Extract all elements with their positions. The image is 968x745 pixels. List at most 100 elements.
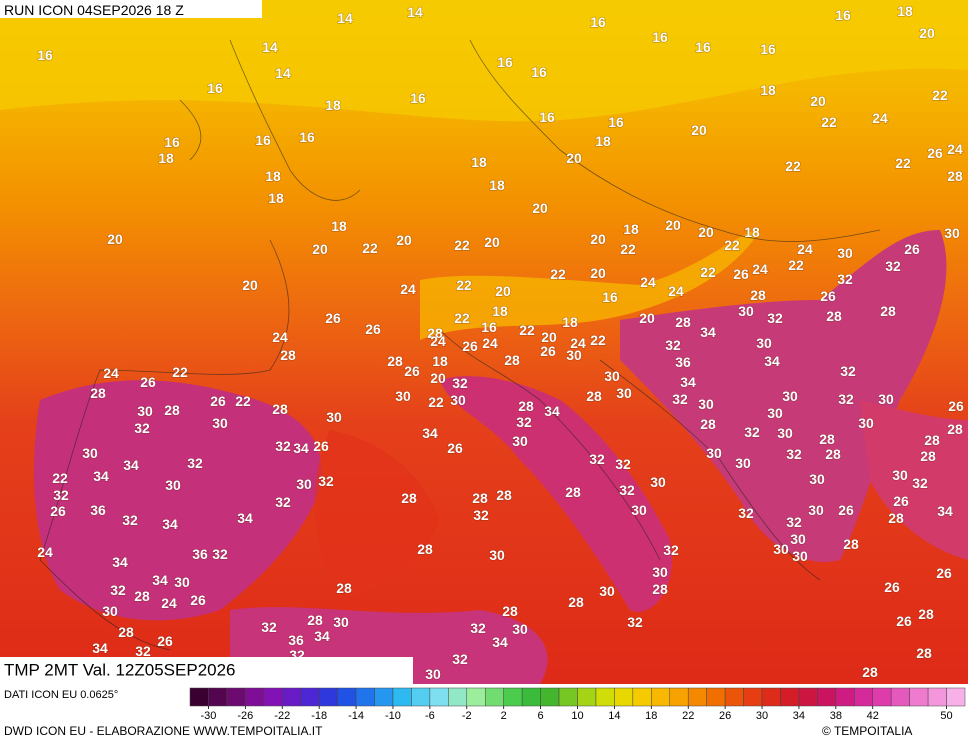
colorbar-box — [466, 687, 486, 707]
temperature-label: 28 — [700, 416, 716, 432]
colorbar-box — [614, 687, 634, 707]
temperature-label: 18 — [489, 177, 505, 193]
colorbar-box — [282, 687, 301, 707]
temperature-label: 34 — [937, 503, 953, 519]
temperature-label: 26 — [325, 310, 341, 326]
temperature-label: 30 — [604, 368, 620, 384]
temperature-label: 34 — [700, 324, 716, 340]
temperature-label: 28 — [947, 168, 963, 184]
colorbar-tick-label: 2 — [501, 710, 507, 722]
temperature-label: 28 — [518, 398, 534, 414]
temperature-label: 16 — [410, 90, 426, 106]
temperature-label: 22 — [519, 322, 535, 338]
temperature-label: 26 — [893, 493, 909, 509]
temperature-label: 32 — [452, 651, 468, 667]
temperature-label: 20 — [590, 265, 606, 281]
temperature-label: 18 — [623, 221, 639, 237]
temperature-label: 16 — [608, 114, 624, 130]
temperature-label: 20 — [919, 25, 935, 41]
temperature-label: 20 — [566, 150, 582, 166]
temperature-label: 28 — [568, 594, 584, 610]
temperature-label: 32 — [452, 375, 468, 391]
colorbar-box — [577, 687, 597, 707]
temperature-label: 30 — [512, 621, 528, 637]
colorbar-tick-label: -22 — [274, 710, 290, 722]
temperature-label: 32 — [187, 455, 203, 471]
temperature-label: 22 — [235, 393, 251, 409]
temperature-label: 26 — [884, 579, 900, 595]
data-source: DATI ICON EU 0.0625° — [4, 689, 118, 701]
colorbar-box — [780, 687, 800, 707]
temperature-label: 28 — [401, 490, 417, 506]
temperature-label: 32 — [261, 619, 277, 635]
colorbar-tick-label: 42 — [867, 710, 879, 722]
colorbar-box — [245, 687, 265, 707]
temperature-label: 32 — [110, 582, 126, 598]
credit: DWD ICON EU - ELABORAZIONE WWW.TEMPOITAL… — [4, 724, 323, 738]
temperature-label: 30 — [698, 396, 714, 412]
colorbar-tick-label: 18 — [645, 710, 657, 722]
colorbar-box — [503, 687, 523, 707]
temperature-label: 30 — [837, 245, 853, 261]
temperature-label: 22 — [428, 394, 444, 410]
temperature-label: 28 — [652, 581, 668, 597]
temperature-label: 16 — [539, 109, 555, 125]
temperature-label: 18 — [562, 314, 578, 330]
temperature-label: 18 — [595, 133, 611, 149]
temperature-label: 26 — [50, 503, 66, 519]
temperature-label: 30 — [599, 583, 615, 599]
colorbar-box — [337, 687, 357, 707]
temperature-label: 28 — [280, 347, 296, 363]
temperature-label: 28 — [675, 314, 691, 330]
colorbar-tick-label: -26 — [237, 710, 253, 722]
temperature-label: 26 — [904, 241, 920, 257]
colorbar-tick-label: -14 — [348, 710, 364, 722]
colorbar-box — [208, 687, 228, 707]
temperature-label: 16 — [590, 14, 606, 30]
temperature-label: 20 — [639, 310, 655, 326]
temperature-label: 22 — [172, 364, 188, 380]
colorbar-tick-label: -6 — [425, 710, 435, 722]
temperature-label: 30 — [738, 303, 754, 319]
temperature-label: 30 — [82, 445, 98, 461]
temperature-label: 22 — [620, 241, 636, 257]
temperature-label: 28 — [586, 388, 602, 404]
temperature-label: 18 — [268, 190, 284, 206]
temperature-label: 28 — [502, 603, 518, 619]
temperature-label: 24 — [430, 333, 446, 349]
temperature-label: 26 — [313, 438, 329, 454]
temperature-label: 14 — [262, 39, 278, 55]
product-box — [0, 657, 413, 684]
temperature-label: 28 — [920, 448, 936, 464]
temperature-label: 24 — [103, 365, 119, 381]
temperature-label: 28 — [417, 541, 433, 557]
temperature-label: 28 — [472, 490, 488, 506]
temperature-label: 28 — [888, 510, 904, 526]
colorbar-box — [318, 687, 338, 707]
temperature-label: 28 — [504, 352, 520, 368]
colorbar-box — [484, 687, 504, 707]
colorbar-box — [374, 687, 394, 707]
temperature-label: 32 — [912, 475, 928, 491]
colorbar-box — [743, 687, 763, 707]
temperature-label: 34 — [293, 440, 309, 456]
colorbar-tick-label: 30 — [756, 710, 768, 722]
temperature-label: 18 — [331, 218, 347, 234]
temperature-label: 32 — [135, 643, 151, 659]
colorbar-box — [226, 687, 246, 707]
colorbar-box — [872, 687, 892, 707]
colorbar-tick-label: 50 — [940, 710, 952, 722]
temperature-label: 28 — [565, 484, 581, 500]
temperature-label: 30 — [102, 603, 118, 619]
temperature-label: 36 — [675, 354, 691, 370]
temperature-label: 30 — [650, 474, 666, 490]
temperature-label: 32 — [838, 391, 854, 407]
temperature-label: 32 — [470, 620, 486, 636]
temperature-label: 28 — [496, 487, 512, 503]
colorbar-box — [669, 687, 689, 707]
temperature-label: 32 — [672, 391, 688, 407]
temperature-label: 36 — [288, 632, 304, 648]
colorbar-box — [189, 687, 209, 707]
temperature-label: 24 — [872, 110, 888, 126]
